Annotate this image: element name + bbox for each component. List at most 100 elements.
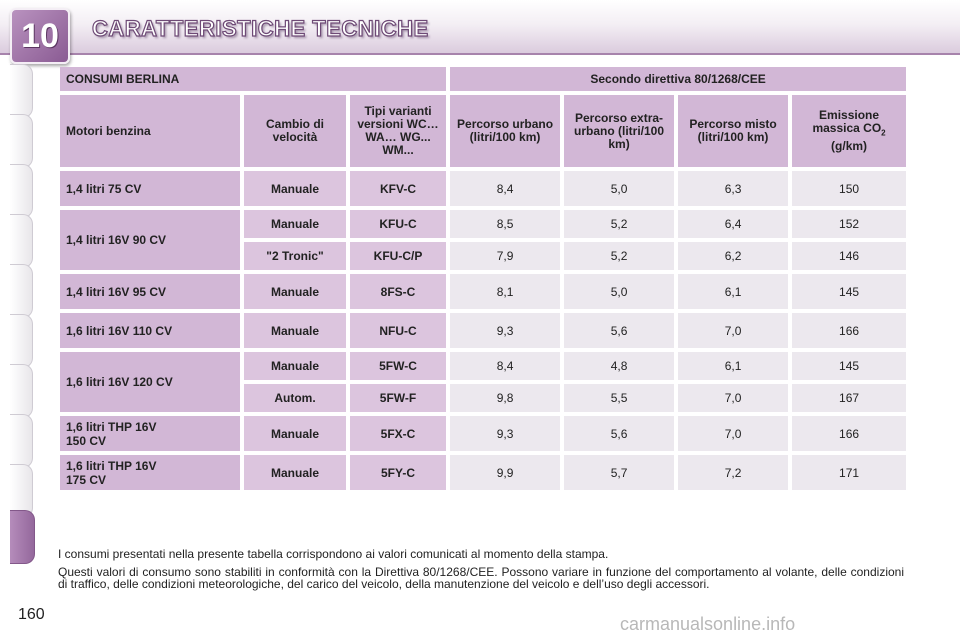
co2-cell: 152 [792,210,907,238]
col-header-urbano: Percorso urbano (litri/100 km) [450,95,561,167]
urban-cell: 8,4 [450,352,561,380]
extra-urban-cell: 5,2 [564,242,675,270]
urban-cell: 8,5 [450,210,561,238]
col-header-misto: Percorso misto (litri/100 km) [678,95,789,167]
engine-line-1: 1,6 litri THP 16V [66,458,157,473]
extra-urban-cell: 5,6 [564,416,675,451]
mixed-cell: 7,0 [678,313,789,348]
footnote-paragraph: I consumi presentati nella presente tabe… [58,547,609,561]
mixed-cell: 7,0 [678,416,789,451]
gearbox-cell: Manuale [244,313,346,348]
chapter-tab[interactable] [10,114,33,168]
engine-cell: 1,4 litri 16V 90 CV [60,210,240,270]
gearbox-cell: Manuale [244,352,346,380]
co2-cell: 171 [792,455,907,490]
gearbox-cell: Manuale [244,416,346,451]
chapter-tab[interactable] [10,164,33,218]
emissione-unit: (g/km) [831,138,868,153]
mixed-cell: 6,3 [678,171,789,206]
variant-cell: 8FS-C [350,274,447,309]
engine-line-2: 175 CV [66,472,107,487]
variant-cell: 5FW-F [350,384,447,412]
extra-urban-cell: 5,2 [564,210,675,238]
co2-cell: 145 [792,274,907,309]
chapter-tab-active[interactable] [10,510,35,564]
extra-urban-cell: 4,8 [564,352,675,380]
variant-cell: KFU-C [350,210,447,238]
footnote: I consumi presentati nella presente tabe… [58,548,904,596]
footnote-paragraph: Questi valori di consumo sono stabiliti … [58,564,904,591]
engine-cell: 1,6 litri 16V 110 CV [60,313,240,348]
variant-cell: 5FY-C [350,455,447,490]
extra-urban-cell: 5,7 [564,455,675,490]
chapter-tabs [0,64,40,584]
variant-cell: KFU-C/P [350,242,447,270]
chapter-tab[interactable] [10,214,33,268]
extra-urban-cell: 5,5 [564,384,675,412]
engine-line-1: 1,6 litri THP 16V [66,419,157,434]
col-header-extra: Percorso extra-urbano (litri/100 km) [564,95,675,167]
co2-cell: 167 [792,384,907,412]
table-row: 1,4 litri 16V 90 CV Manuale KFU-C 8,5 5,… [60,210,907,270]
mixed-cell: 6,4 [678,210,789,238]
mixed-cell: 7,2 [678,455,789,490]
table-row: 1,6 litri 16V 110 CV Manuale NFU-C 9,3 5… [60,313,907,348]
mixed-cell: 6,2 [678,242,789,270]
chapter-badge: 10 [10,8,70,64]
table-row: 1,6 litri 16V 120 CV Manuale 5FW-C 8,4 4… [60,352,907,412]
extra-urban-cell: 5,0 [564,274,675,309]
engine-cell: 1,4 litri 16V 95 CV [60,274,240,309]
variant-cell: 5FX-C [350,416,447,451]
gearbox-cell: Autom. [244,384,346,412]
page-header [0,0,960,55]
chapter-tab[interactable] [10,364,33,418]
chapter-tab[interactable] [10,264,33,318]
table-row: 1,4 litri 16V 95 CV Manuale 8FS-C 8,1 5,… [60,274,907,309]
co2-cell: 145 [792,352,907,380]
urban-cell: 9,3 [450,416,561,451]
page-number: 160 [18,606,45,623]
table-row: Autom. 5FW-F 9,8 5,5 7,0 167 [60,384,907,412]
urban-cell: 9,9 [450,455,561,490]
mixed-cell: 6,1 [678,274,789,309]
emissione-subscript: 2 [881,128,886,138]
gearbox-cell: Manuale [244,455,346,490]
table-row: 1,4 litri 75 CV Manuale KFV-C 8,4 5,0 6,… [60,171,907,206]
engine-cell: 1,6 litri 16V 120 CV [60,352,240,412]
engine-cell: 1,4 litri 75 CV [60,171,240,206]
variant-cell: 5FW-C [350,352,447,380]
engine-cell: 1,6 litri THP 16V 150 CV [60,416,240,451]
col-header-emissione: Emissione massica CO2 (g/km) [792,95,907,167]
urban-cell: 9,3 [450,313,561,348]
page-title: CARATTERISTICHE TECNICHE [91,15,429,41]
engine-line-2: 150 CV [66,433,107,448]
table-directive: Secondo direttiva 80/1268/CEE [450,67,907,91]
table-row: 1,6 litri THP 16V 150 CV Manuale 5FX-C 9… [60,416,907,451]
urban-cell: 8,1 [450,274,561,309]
mixed-cell: 6,1 [678,352,789,380]
extra-urban-cell: 5,6 [564,313,675,348]
extra-urban-cell: 5,0 [564,171,675,206]
col-header-motore: Motori benzina [60,95,240,167]
watermark: carmanualsonline.info [620,614,796,634]
chapter-tab[interactable] [10,64,33,118]
gearbox-cell: "2 Tronic" [244,242,346,270]
col-header-cambio: Cambio di velocità [244,95,346,167]
col-header-tipi: Tipi varianti versioni WC… WA… WG... WM.… [350,95,447,167]
table-row: 1,6 litri THP 16V 175 CV Manuale 5FY-C 9… [60,455,907,490]
header-divider [0,53,960,55]
urban-cell: 9,8 [450,384,561,412]
co2-cell: 150 [792,171,907,206]
gearbox-cell: Manuale [244,274,346,309]
co2-cell: 166 [792,313,907,348]
mixed-cell: 7,0 [678,384,789,412]
emissione-label: Emissione massica CO [812,108,882,136]
urban-cell: 7,9 [450,242,561,270]
variant-cell: NFU-C [350,313,447,348]
chapter-tab[interactable] [10,414,33,468]
table-title: CONSUMI BERLINA [60,67,447,91]
table-row: "2 Tronic" KFU-C/P 7,9 5,2 6,2 146 [60,242,907,270]
gearbox-cell: Manuale [244,210,346,238]
chapter-tab[interactable] [10,314,33,368]
engine-cell: 1,6 litri THP 16V 175 CV [60,455,240,490]
